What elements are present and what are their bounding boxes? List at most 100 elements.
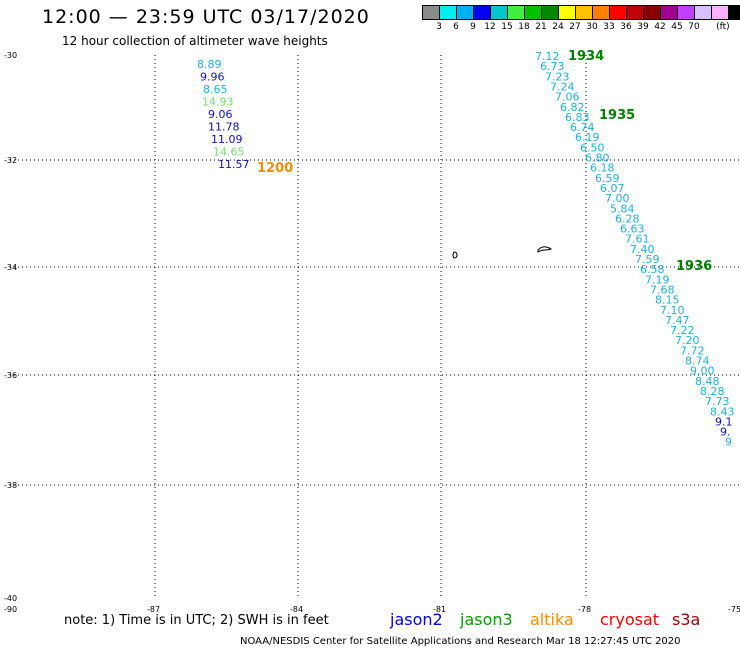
satellite-label-altika: altika (530, 610, 574, 629)
legend-swatch (457, 6, 474, 19)
wave-height-label: 8.65 (203, 83, 228, 96)
island-outline (537, 246, 552, 253)
legend-label: 9 (470, 22, 476, 32)
legend-labels: 3 6 9 12 15 18 21 24 27 30 33 36 39 42 45 70 (ft) (422, 20, 740, 34)
wave-height-label: 9.1 (715, 415, 733, 428)
wave-height-label: 6.74 (570, 121, 595, 134)
wave-height-label: 8.28 (700, 385, 725, 398)
wave-height-label: 8.15 (655, 294, 680, 307)
footer-credit: NOAA/NESDIS Center for Satellite Applica… (240, 636, 681, 647)
legend-swatch (610, 6, 627, 19)
wave-height-label: 14.93 (202, 96, 234, 109)
wave-height-label: 7.24 (550, 80, 575, 93)
legend-swatch (593, 6, 610, 19)
island-outline (452, 251, 458, 259)
wave-height-label: 7.61 (625, 233, 650, 246)
wave-height-label: 6.58 (640, 263, 665, 276)
legend-swatch (627, 6, 644, 19)
satellite-label-cryosat: cryosat (600, 610, 660, 629)
lat-tick-label: -38 (4, 481, 17, 490)
legend-swatch (559, 6, 576, 19)
wave-height-label: 9 (725, 436, 732, 449)
legend-swatch (474, 6, 491, 19)
lon-tick-label: -81 (433, 605, 446, 614)
wave-height-label: 6.18 (590, 162, 615, 175)
wave-height-label: 6.59 (595, 172, 620, 185)
wave-height-label: 6.73 (540, 60, 565, 73)
legend-swatch (508, 6, 525, 19)
legend-swatch (729, 6, 740, 19)
lon-tick-label: -84 (290, 605, 303, 614)
wave-height-label: 6.80 (585, 152, 610, 165)
lon-tick-label: -75 (728, 605, 740, 614)
track-time-label: 1935 (599, 108, 635, 123)
legend-label: 15 (501, 22, 513, 32)
wave-height-label: 7.10 (660, 304, 685, 317)
wave-height-label: 11.09 (211, 133, 243, 146)
track-time-label: 1934 (568, 49, 604, 64)
track-time-label: 1936 (676, 259, 712, 274)
legend-swatch (423, 6, 440, 19)
wave-height-label: 6.19 (575, 131, 600, 144)
wave-height-label: 7.23 (545, 70, 570, 83)
legend-label: 18 (518, 22, 530, 32)
lat-tick-label: -32 (4, 156, 17, 165)
wave-height-label: 7.22 (670, 324, 695, 337)
legend-swatch (542, 6, 559, 19)
wave-height-label: 7.20 (675, 334, 700, 347)
wave-height-label: 6.28 (615, 212, 640, 225)
legend-label: 12 (484, 22, 496, 32)
wave-height-label: 6.07 (600, 182, 625, 195)
lat-tick-label: -36 (4, 371, 17, 380)
wave-height-label: 7.00 (605, 192, 630, 205)
legend-label: 33 (603, 22, 615, 32)
page-title: 12:00 — 23:59 UTC 03/17/2020 (42, 6, 370, 28)
legend-label: 39 (637, 22, 649, 32)
lon-tick-label: -90 (4, 605, 17, 614)
wave-height-label: 9.96 (200, 71, 225, 84)
lon-tick-label: -78 (578, 605, 591, 614)
wave-height-label: 5.84 (610, 202, 635, 215)
legend-swatch (644, 6, 661, 19)
wave-height-label: 11.57 (218, 158, 250, 171)
legend-label: 27 (569, 22, 581, 32)
color-legend: 3 6 9 12 15 18 21 24 27 30 33 36 39 42 45 70 (ft) (422, 5, 740, 34)
page-subtitle: 12 hour collection of altimeter wave hei… (62, 34, 328, 48)
wave-height-label: 8.43 (710, 405, 735, 418)
wave-height-label: 6.63 (620, 223, 645, 236)
legend-label: 36 (620, 22, 632, 32)
legend-label: 6 (453, 22, 459, 32)
wave-height-label: 7.68 (650, 283, 675, 296)
lat-tick-label: -40 (4, 594, 17, 603)
wave-height-label: 8.74 (685, 355, 710, 368)
wave-height-label: 7.19 (645, 273, 670, 286)
legend-color-bar (422, 5, 740, 20)
legend-label: 24 (552, 22, 564, 32)
legend-label: 3 (436, 22, 442, 32)
wave-height-label: 7.59 (635, 253, 660, 266)
wave-height-label: 7.47 (665, 314, 690, 327)
wave-height-label: 11.78 (208, 121, 240, 134)
legend-swatch (661, 6, 678, 19)
wave-height-label: 7.06 (555, 91, 580, 104)
legend-label: 42 (654, 22, 666, 32)
lat-tick-label: -30 (4, 51, 17, 60)
wave-height-label: 6.83 (565, 111, 590, 124)
track-time-label: 1200 (257, 161, 293, 176)
wave-height-label: 7.72 (680, 344, 705, 357)
wave-height-label: 8.89 (197, 58, 222, 71)
legend-label: 21 (535, 22, 547, 32)
legend-swatch (440, 6, 457, 19)
satellite-label-s3a: s3a (672, 610, 701, 629)
legend-swatch (525, 6, 542, 19)
satellite-label-jason3: jason3 (460, 610, 513, 629)
lat-tick-label: -34 (4, 263, 17, 272)
wave-height-label: 7.12 (535, 50, 560, 63)
legend-label: 30 (586, 22, 598, 32)
footer-note: note: 1) Time is in UTC; 2) SWH is in fe… (64, 613, 329, 628)
wave-height-label: 8.48 (695, 375, 720, 388)
legend-label: 70 (688, 22, 700, 32)
wave-height-label: 7.40 (630, 243, 655, 256)
